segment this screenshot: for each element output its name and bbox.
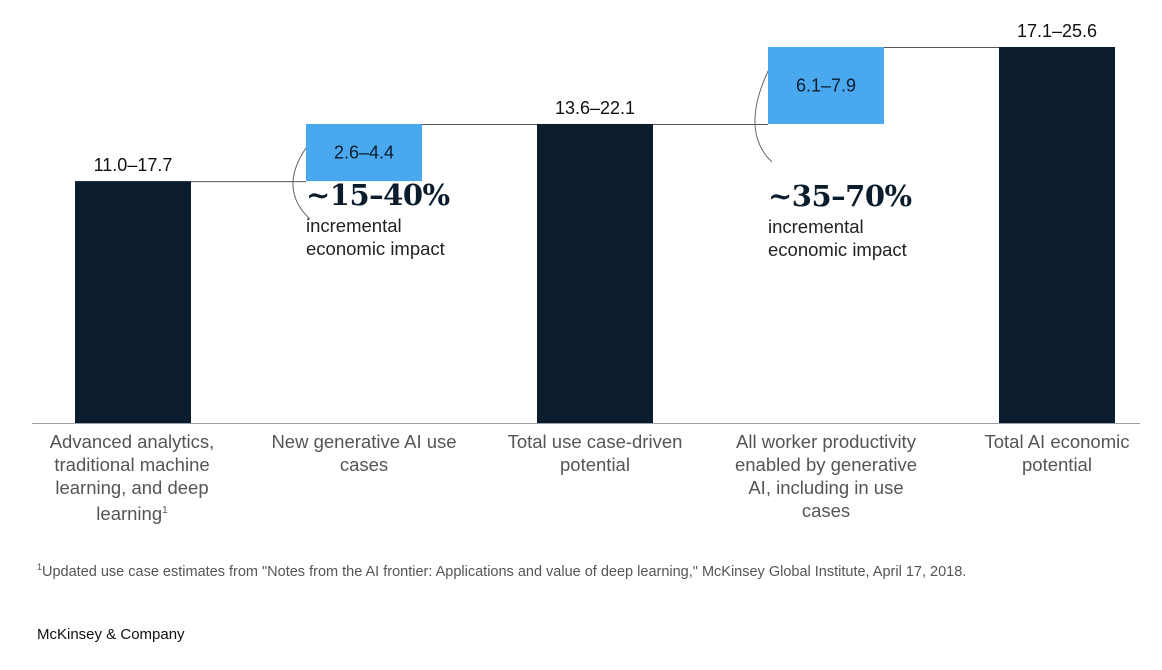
bar-1 (75, 181, 191, 423)
bar-3 (537, 123, 653, 424)
bar-4 (768, 47, 884, 124)
annotation-text-line: economic impact (768, 239, 907, 260)
annotation-value-2: ~35–70% (768, 179, 912, 213)
footnote-marker: 1 (37, 562, 43, 572)
data-label-5: 17.1–25.6 (1017, 21, 1097, 41)
category-label-worker-productivity: All worker productivity enabled by gener… (734, 431, 918, 521)
annotation-brace-2 (754, 70, 773, 163)
category-label-total-ai: Total AI economic potential (984, 431, 1130, 475)
data-label-4: 6.1–7.9 (796, 75, 856, 95)
annotation-text-line: incremental (768, 216, 864, 237)
category-text: Advanced analytics, traditional machine … (49, 431, 215, 525)
annotation-value-1: ~15–40% (306, 178, 450, 212)
annotation-text-2: incremental economic impact (768, 215, 907, 261)
footnote-marker: 1 (162, 505, 168, 516)
data-label-1: 11.0–17.7 (94, 155, 173, 175)
bar-2 (306, 123, 422, 182)
data-label-2: 2.6–4.4 (334, 143, 394, 163)
annotation-brace-1 (292, 147, 311, 220)
brand-logo-text: McKinsey & Company (37, 626, 185, 643)
annotation-text-line: incremental (306, 215, 402, 236)
category-label-total-use-case: Total use case-driven potential (507, 431, 683, 475)
annotation-text-line: economic impact (306, 238, 445, 259)
footnote: 1Updated use case estimates from "Notes … (37, 562, 966, 580)
data-label-3: 13.6–22.1 (555, 98, 635, 118)
waterfall-chart: 11.0–17.7 2.6–4.4 13.6–22.1 6.1–7.9 17.1–25.… (32, 21, 1140, 424)
footnote-text: Updated use case estimates from "Notes f… (42, 563, 967, 580)
category-label-advanced-analytics: Advanced analytics, traditional machine … (32, 430, 232, 525)
category-label-new-genai: New generative AI use cases (271, 431, 457, 475)
annotation-text-1: incremental economic impact (306, 214, 445, 260)
bar-5 (999, 47, 1115, 423)
